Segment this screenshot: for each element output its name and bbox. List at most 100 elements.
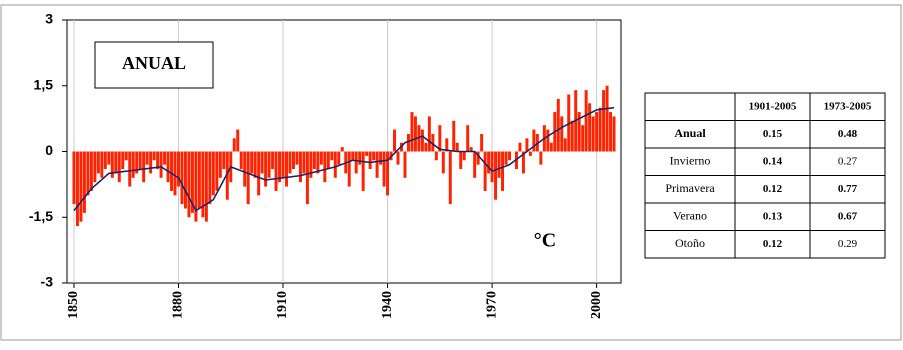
bar [452, 120, 456, 152]
bar [222, 151, 226, 170]
bar [114, 151, 118, 174]
x-tick-label: 1970 [484, 291, 499, 319]
bar [598, 107, 602, 152]
bar [305, 151, 309, 205]
bar [386, 151, 390, 196]
table-header: 1973-2005 [824, 100, 872, 112]
bar [602, 90, 606, 152]
bar [490, 151, 494, 183]
bar [267, 151, 271, 178]
bar [501, 151, 505, 191]
bar [243, 151, 247, 187]
bar [180, 151, 184, 205]
bar [232, 138, 236, 152]
bar [264, 151, 268, 187]
bar [291, 151, 295, 170]
bar [135, 151, 139, 174]
bar [152, 151, 156, 161]
table-cell: 0.15 [763, 128, 783, 140]
bar [584, 90, 588, 152]
table-cell: 0.12 [763, 238, 783, 250]
bar [424, 142, 428, 152]
bar [546, 129, 550, 152]
bar [298, 151, 302, 183]
bar [393, 129, 397, 152]
label-box [94, 41, 214, 89]
bar [319, 151, 323, 165]
bar [361, 151, 365, 191]
x-tick-label: 1880 [171, 291, 186, 319]
outer-frame [0, 4, 902, 341]
bar [365, 151, 369, 156]
bar [521, 151, 525, 174]
table-row-label: Primavera [665, 181, 715, 195]
bar [225, 151, 229, 200]
bar [128, 151, 132, 187]
bar [459, 151, 463, 170]
bar [260, 151, 264, 174]
bar [518, 142, 522, 152]
bar [145, 151, 149, 165]
table-header: 1901-2005 [749, 100, 797, 112]
bar [347, 151, 351, 187]
bar [302, 151, 306, 174]
bar [462, 151, 466, 161]
bar [480, 133, 484, 152]
bar [609, 112, 613, 152]
y-tick-label: -1,5 [29, 208, 53, 224]
bar [75, 151, 79, 227]
table-cell: 0.48 [838, 128, 858, 140]
smoothed-line [73, 106, 615, 212]
x-tick-label: 2000 [589, 291, 604, 319]
bar [351, 151, 355, 161]
bar [295, 151, 299, 165]
x-tick-label: 1940 [380, 291, 395, 319]
bar [110, 151, 114, 178]
bar [170, 151, 174, 191]
bar [79, 151, 83, 222]
bar [434, 151, 438, 161]
bar [508, 151, 511, 161]
bar [103, 151, 107, 170]
table-row-label: Otoño [675, 236, 705, 250]
bar [253, 151, 257, 178]
bar [257, 151, 261, 196]
bar [281, 151, 285, 178]
bar [466, 125, 470, 152]
bar [236, 129, 240, 152]
bar [163, 151, 167, 165]
bar [591, 116, 595, 152]
bar [271, 151, 275, 170]
bar [438, 125, 442, 152]
bar [149, 151, 153, 174]
y-tick-label: 3 [45, 11, 53, 27]
bar [556, 98, 560, 152]
bar [278, 151, 282, 183]
bar [309, 151, 313, 178]
bar [117, 151, 121, 183]
bar [368, 151, 372, 170]
table-row-label: Invierno [670, 154, 711, 168]
bar [396, 151, 400, 165]
bar [177, 151, 180, 187]
bar [330, 151, 334, 161]
bar [382, 151, 386, 187]
table-row-label: Verano [673, 209, 707, 223]
bar [612, 116, 616, 152]
bar [581, 125, 585, 152]
bar [333, 151, 337, 178]
bar [504, 151, 508, 165]
bar [316, 151, 320, 174]
bar [323, 151, 327, 183]
bar [588, 103, 592, 152]
bar [337, 151, 341, 165]
plot: 1850 1880 1910 1940 1970 2000 -3 -1,5 0 1,5 3 [29, 11, 616, 319]
bar [549, 142, 553, 152]
bar [560, 116, 564, 152]
bar [131, 151, 135, 178]
bar [100, 151, 104, 178]
bar [605, 85, 609, 152]
bar [570, 120, 574, 152]
unit-annotation: °C [534, 230, 556, 252]
bar [539, 151, 543, 165]
